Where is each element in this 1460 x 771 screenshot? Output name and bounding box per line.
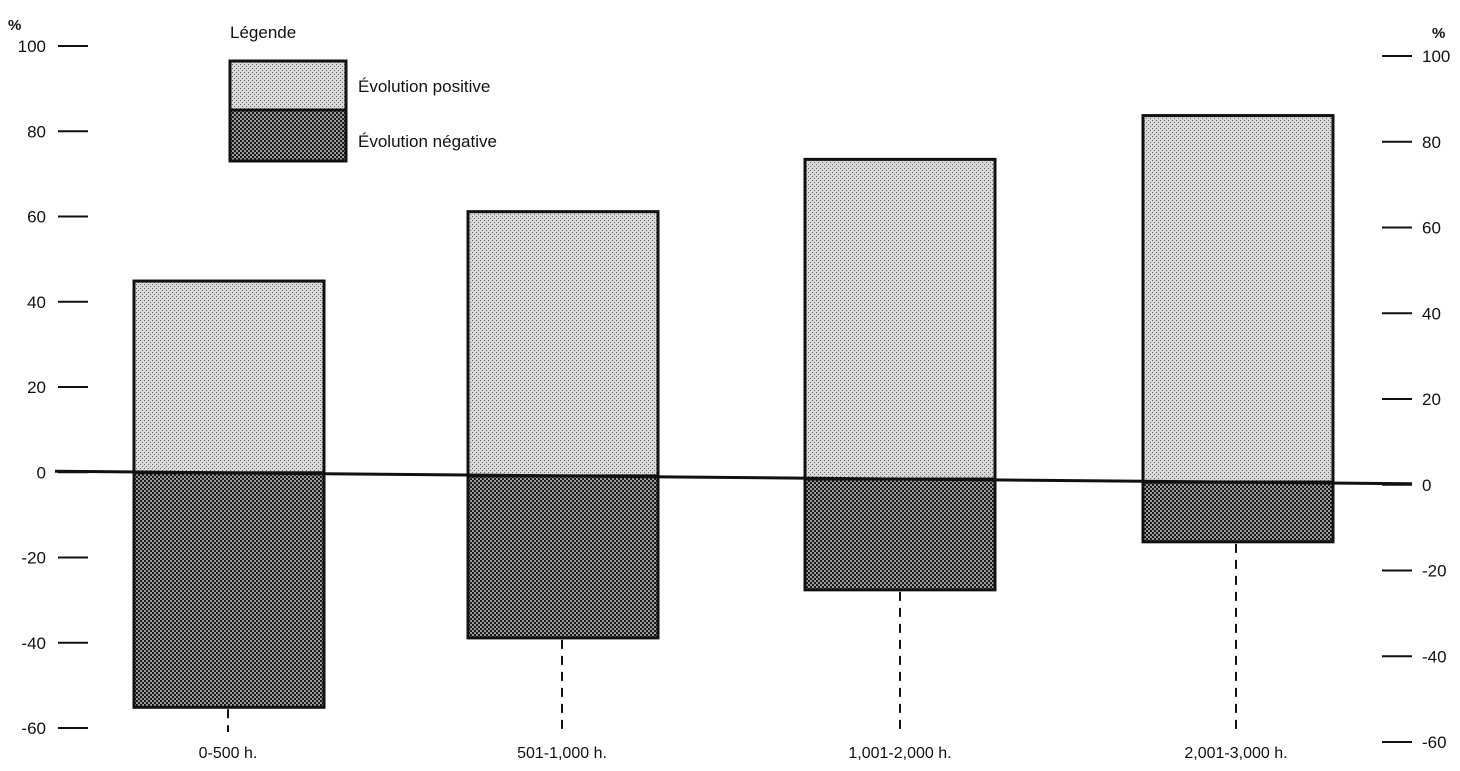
right-axis: % 100 80 60 40 20 0 -20 -40 -60: [1382, 25, 1450, 752]
category-label: 501-1,000 h.: [517, 745, 607, 762]
legend-label-negative: Évolution négative: [358, 132, 497, 151]
left-tick-label: -20: [21, 549, 46, 568]
right-tick-label: 40: [1422, 304, 1441, 323]
left-tick-label: -60: [21, 719, 46, 738]
right-tick-label: -40: [1422, 647, 1447, 666]
bar-positive: [803, 157, 997, 481]
left-tick-label: 60: [27, 208, 46, 227]
bar-positive: [1141, 114, 1335, 484]
legend: Légende Évolution positive Évolution nég…: [228, 23, 497, 163]
right-tick-label: 0: [1422, 476, 1431, 495]
right-tick-label: 100: [1422, 47, 1450, 66]
zero-baseline: [54, 469, 1413, 486]
legend-swatch-positive: [228, 59, 348, 112]
right-tick-label: 20: [1422, 390, 1441, 409]
left-tick-label: -40: [21, 634, 46, 653]
left-tick-label: 0: [37, 463, 46, 482]
bar-negative: [803, 477, 997, 592]
left-tick-label: 80: [27, 122, 46, 141]
right-tick-label: -60: [1422, 733, 1447, 752]
bar-negative: [1141, 480, 1335, 544]
category-label: 0-500 h.: [199, 745, 258, 762]
bar-negative: [132, 471, 326, 709]
category-leader-lines: [227, 543, 1237, 732]
right-tick-label: 80: [1422, 133, 1441, 152]
right-tick-label: 60: [1422, 219, 1441, 238]
left-axis-unit: %: [8, 17, 21, 34]
right-axis-unit: %: [1432, 25, 1445, 42]
left-tick-label: 40: [27, 293, 46, 312]
bar-negative: [466, 474, 660, 640]
bar-positive: [132, 279, 326, 475]
left-tick-label: 20: [27, 378, 46, 397]
legend-label-positive: Évolution positive: [358, 77, 490, 96]
category-label: 2,001-3,000 h.: [1184, 745, 1287, 762]
bar-positive: [466, 210, 660, 478]
category-labels: 0-500 h. 501-1,000 h. 1,001-2,000 h. 2,001-…: [199, 745, 1288, 762]
legend-title: Légende: [230, 23, 296, 42]
left-tick-label: 100: [18, 37, 46, 56]
right-tick-label: -20: [1422, 562, 1447, 581]
category-label: 1,001-2,000 h.: [848, 745, 951, 762]
left-axis: % 100 80 60 40 20 0 -20 -40 -60: [8, 17, 88, 738]
bars-group: [132, 114, 1335, 709]
legend-swatch-negative: [228, 108, 348, 163]
